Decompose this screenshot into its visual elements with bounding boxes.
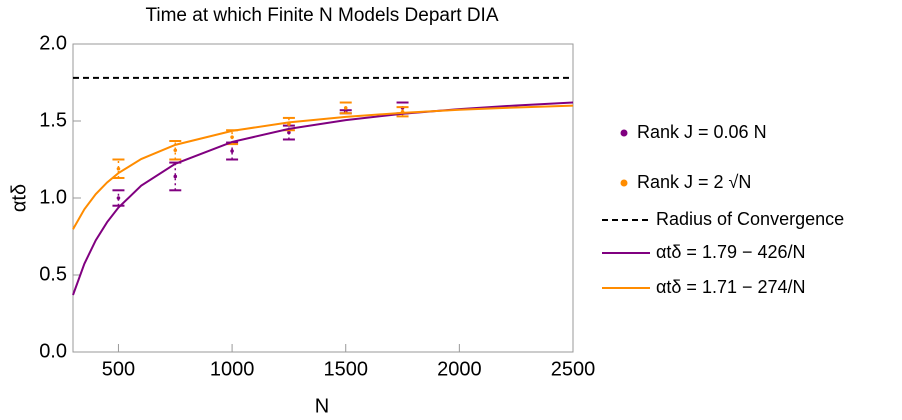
legend-marker (620, 179, 628, 187)
legend-label: αtδ = 1.79 − 426/N (656, 242, 806, 262)
x-tick-label: 2500 (551, 358, 596, 380)
x-tick-label: 500 (102, 358, 135, 380)
y-tick-label: 1.0 (39, 186, 67, 208)
x-axis-label: N (315, 395, 329, 417)
point (230, 135, 234, 139)
point (173, 148, 178, 153)
series-line (72, 101, 574, 296)
y-axis-label: αtδ (8, 184, 30, 212)
series-line (72, 104, 574, 230)
legend-label: Radius of Convergence (656, 209, 844, 229)
y-tick-label: 0.5 (39, 263, 67, 285)
y-tick-label: 1.5 (39, 109, 67, 131)
legend-label: Rank J = 2 √N (637, 172, 751, 192)
plot-frame (72, 43, 574, 353)
legend-marker (620, 129, 628, 137)
x-tick-label: 1500 (323, 358, 368, 380)
point (287, 130, 291, 135)
point (116, 166, 121, 171)
point (116, 196, 121, 200)
legend-label: Rank J = 0.06 N (637, 122, 767, 142)
point (343, 106, 348, 110)
point (230, 149, 234, 153)
point (173, 174, 178, 179)
chart-title: Time at which Finite N Models Depart DIA (145, 5, 498, 26)
x-tick-label: 1000 (210, 358, 255, 380)
y-tick-label: 2.0 (39, 32, 67, 54)
x-tick-label: 2000 (437, 358, 482, 380)
legend-label: αtδ = 1.71 − 274/N (656, 277, 806, 297)
y-tick-label: 0.0 (39, 340, 67, 362)
